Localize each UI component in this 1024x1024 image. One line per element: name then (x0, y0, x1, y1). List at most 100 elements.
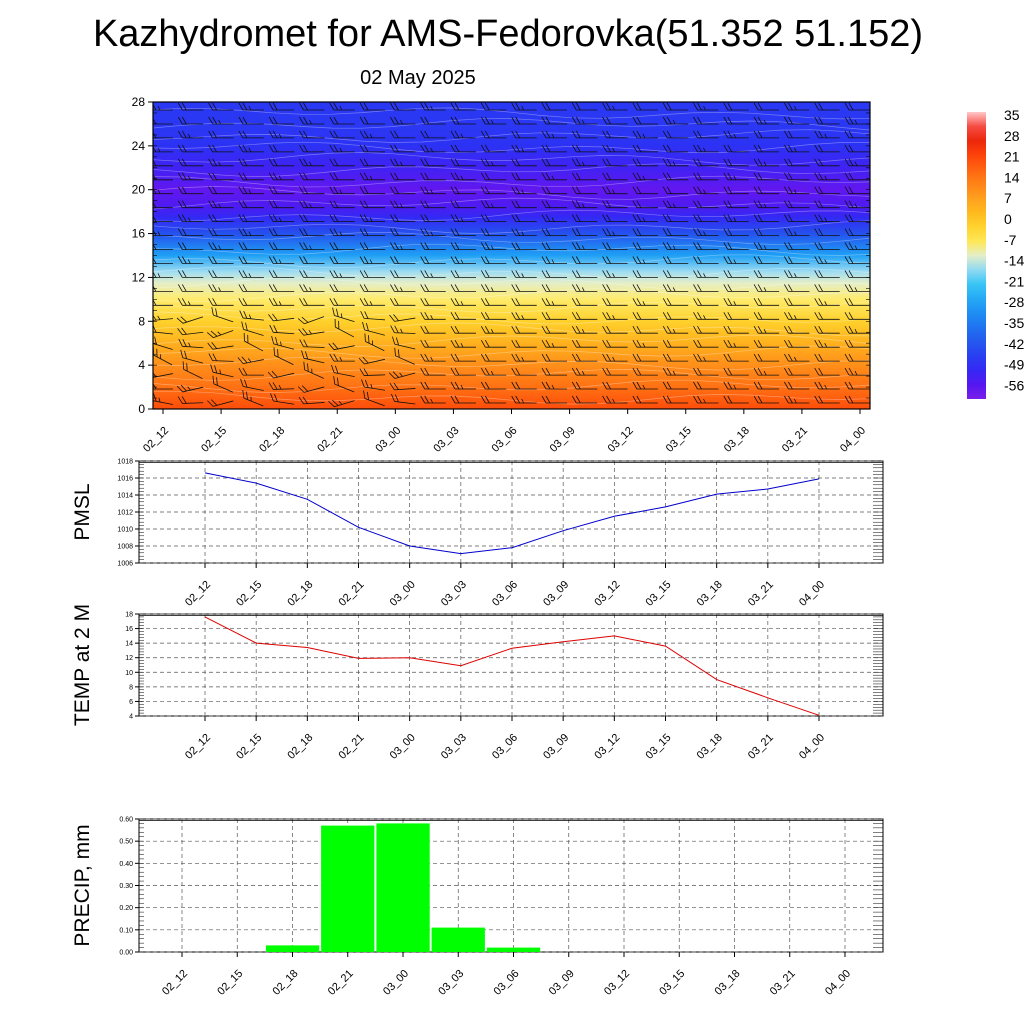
wind-barb (723, 312, 749, 320)
x-tick-label: 02_21 (326, 968, 356, 998)
precip-bar (486, 947, 541, 952)
wind-barb (177, 284, 204, 292)
wind-barb (662, 312, 689, 320)
y-tick-label: 6 (129, 699, 133, 706)
wind-barb (662, 340, 689, 348)
wind-barb (177, 396, 204, 404)
wind-barb (723, 228, 749, 237)
wind-barb (571, 395, 598, 404)
wind-barb (814, 228, 840, 237)
y-tick-label: 24 (132, 139, 146, 153)
contour-line (153, 266, 870, 279)
wind-barb (153, 215, 173, 223)
wind-barb (723, 130, 749, 139)
wind-barb (814, 130, 840, 139)
wind-barb (632, 395, 658, 404)
wind-barb (364, 333, 385, 352)
colorbar-label: -35 (1004, 315, 1024, 331)
wind-barb (784, 353, 810, 362)
wind-barb (571, 340, 598, 348)
x-tick-label: 03_12 (602, 968, 632, 998)
x-tick-label: 04_00 (797, 579, 827, 609)
wind-barb (723, 116, 749, 125)
wind-barb (299, 228, 325, 237)
wind-barb (208, 214, 234, 223)
wind-barb (571, 200, 598, 209)
wind-barb (176, 316, 204, 324)
wind-barb (359, 116, 386, 125)
wind-barb (844, 353, 870, 362)
wind-barb (753, 172, 780, 181)
wind-barb (844, 395, 870, 404)
wind-barb (511, 144, 537, 153)
wind-barb (268, 102, 295, 111)
wind-barb (420, 340, 446, 348)
wind-barb (662, 353, 689, 362)
wind-barb (208, 353, 234, 362)
wind-barb (153, 159, 173, 167)
wind-barb (753, 214, 780, 223)
wind-barb (662, 186, 689, 195)
wind-barb (268, 270, 295, 278)
wind-barb (511, 130, 537, 139)
wind-barb (602, 242, 628, 250)
wind-barb (753, 395, 780, 404)
wind-barb (420, 326, 446, 334)
wind-barb (632, 186, 658, 195)
wind-barb (723, 172, 749, 181)
wind-barb (632, 158, 658, 167)
wind-barb (814, 102, 840, 111)
page-title: Kazhydromet for AMS-Fedorovka(51.352 51.… (93, 13, 923, 55)
wind-barb (359, 144, 386, 153)
wind-barb (177, 144, 204, 153)
wind-barb (392, 336, 416, 350)
wind-barb (784, 200, 810, 209)
contour-line (153, 232, 870, 246)
wind-barb (662, 228, 689, 237)
wind-barb (723, 340, 749, 348)
wind-barb (602, 340, 628, 348)
wind-barb (480, 340, 507, 348)
x-tick-label: 03_15 (657, 968, 687, 998)
colorbar-label: 35 (1004, 107, 1020, 123)
wind-barb (511, 381, 537, 390)
wind-barb (268, 200, 295, 209)
y-tick-label: 16 (125, 626, 133, 633)
wind-barb (511, 340, 537, 348)
contour-line (153, 129, 870, 143)
wind-barb (602, 381, 628, 390)
x-tick-label: 03_21 (746, 579, 776, 609)
wind-barb (329, 298, 355, 306)
contour-line (153, 334, 870, 347)
wind-barb (814, 116, 840, 125)
wind-barb (359, 102, 386, 111)
colorbar-label: 21 (1004, 149, 1020, 165)
wind-barb (480, 353, 507, 362)
wind-barb (571, 270, 598, 278)
wind-barb (420, 367, 446, 376)
wind-barb (420, 270, 446, 278)
colorbar-label: -49 (1004, 357, 1024, 373)
wind-barb (153, 131, 173, 139)
wind-barb (602, 172, 628, 181)
wind-barb (844, 298, 870, 306)
wind-barb (693, 144, 719, 153)
wind-barb (602, 130, 628, 139)
wind-barb (693, 116, 719, 125)
x-tick-label: 03_03 (439, 579, 469, 609)
wind-barb (844, 381, 870, 390)
wind-barb (693, 200, 719, 209)
wind-barb (723, 284, 749, 292)
wind-barb (238, 242, 264, 250)
wind-barb (212, 375, 234, 393)
wind-barb (420, 214, 446, 223)
wind-barb (208, 298, 234, 306)
wind-barb (480, 367, 507, 376)
wind-barb (359, 228, 386, 237)
wind-barb (814, 340, 840, 348)
x-tick-label: 03_09 (541, 732, 571, 762)
wind-barb (208, 102, 234, 111)
wind-barb (299, 172, 325, 181)
wind-barb (541, 326, 567, 334)
wind-barb (662, 214, 689, 223)
